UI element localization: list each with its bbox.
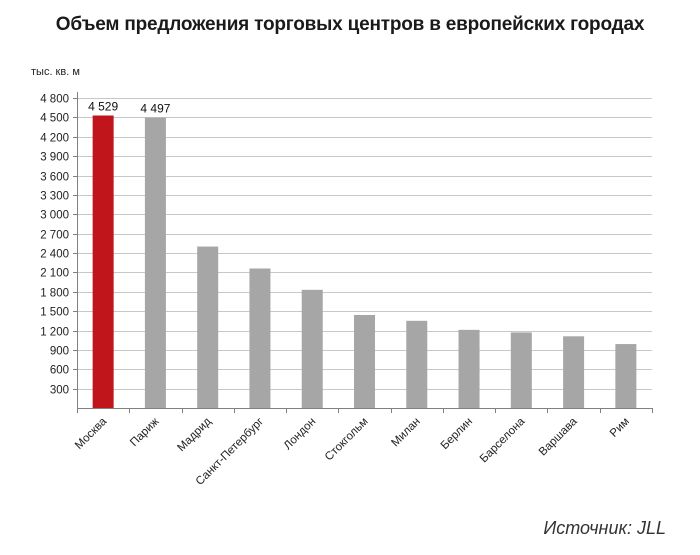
x-tick-label: Мадрид	[175, 415, 214, 454]
x-tick-label: Лондон	[282, 416, 319, 453]
bar-4	[249, 268, 271, 408]
x-tick-label: Варшава	[537, 415, 580, 458]
bar-1	[92, 115, 114, 409]
data-label-2: 4 497	[140, 102, 170, 116]
bar-9	[510, 332, 532, 408]
bar-10	[563, 336, 585, 408]
y-tick-label: 2 700	[40, 230, 69, 242]
x-tick-label: Стокгольм	[323, 416, 371, 464]
y-tick-label: 300	[50, 385, 69, 397]
x-tick-label: Рим	[608, 416, 632, 440]
x-tick-label: Москва	[73, 415, 110, 452]
bar-3	[197, 246, 219, 408]
data-label-1: 4 529	[88, 100, 118, 114]
bar-6	[354, 315, 375, 408]
bar-11	[615, 344, 637, 408]
source-note: Источник: JLL	[543, 518, 666, 538]
y-tick-label: 2 100	[40, 268, 69, 280]
chart-title: Объем предложения торговых центров в евр…	[55, 14, 645, 35]
y-tick-label: 4 200	[40, 133, 69, 145]
bars	[92, 115, 637, 409]
y-tick-label: 3 900	[40, 152, 69, 164]
y-tick-label: 600	[50, 365, 69, 377]
y-tick-label: 900	[50, 346, 69, 358]
bar-2	[144, 117, 166, 408]
axes	[73, 92, 653, 413]
y-axis-unit-label: тыс. кв. м	[31, 66, 80, 78]
x-tick-label: Париж	[128, 415, 162, 449]
y-tick-label: 2 400	[40, 249, 69, 261]
y-tick-label: 3 300	[40, 191, 69, 203]
bar-5	[301, 289, 323, 408]
bar-8	[458, 329, 480, 408]
gridlines	[77, 98, 652, 390]
y-tick-label: 3 600	[40, 172, 69, 184]
y-tick-label: 1 800	[40, 288, 69, 300]
bar-7	[406, 320, 428, 408]
y-tick-label: 1 500	[40, 307, 69, 319]
x-tick-label: Берлин	[439, 416, 475, 452]
x-tick-label: Барселона	[478, 415, 528, 465]
x-tick-label: Милан	[389, 416, 423, 450]
y-tick-label: 3 000	[40, 210, 69, 222]
y-tick-label: 4 500	[40, 113, 69, 125]
labels: 300 600 900 1 200 1 500 1 800 2 100 2 400 2 700 3…	[40, 94, 632, 488]
y-tick-label: 1 200	[40, 327, 69, 339]
y-tick-label: 4 800	[40, 94, 69, 106]
